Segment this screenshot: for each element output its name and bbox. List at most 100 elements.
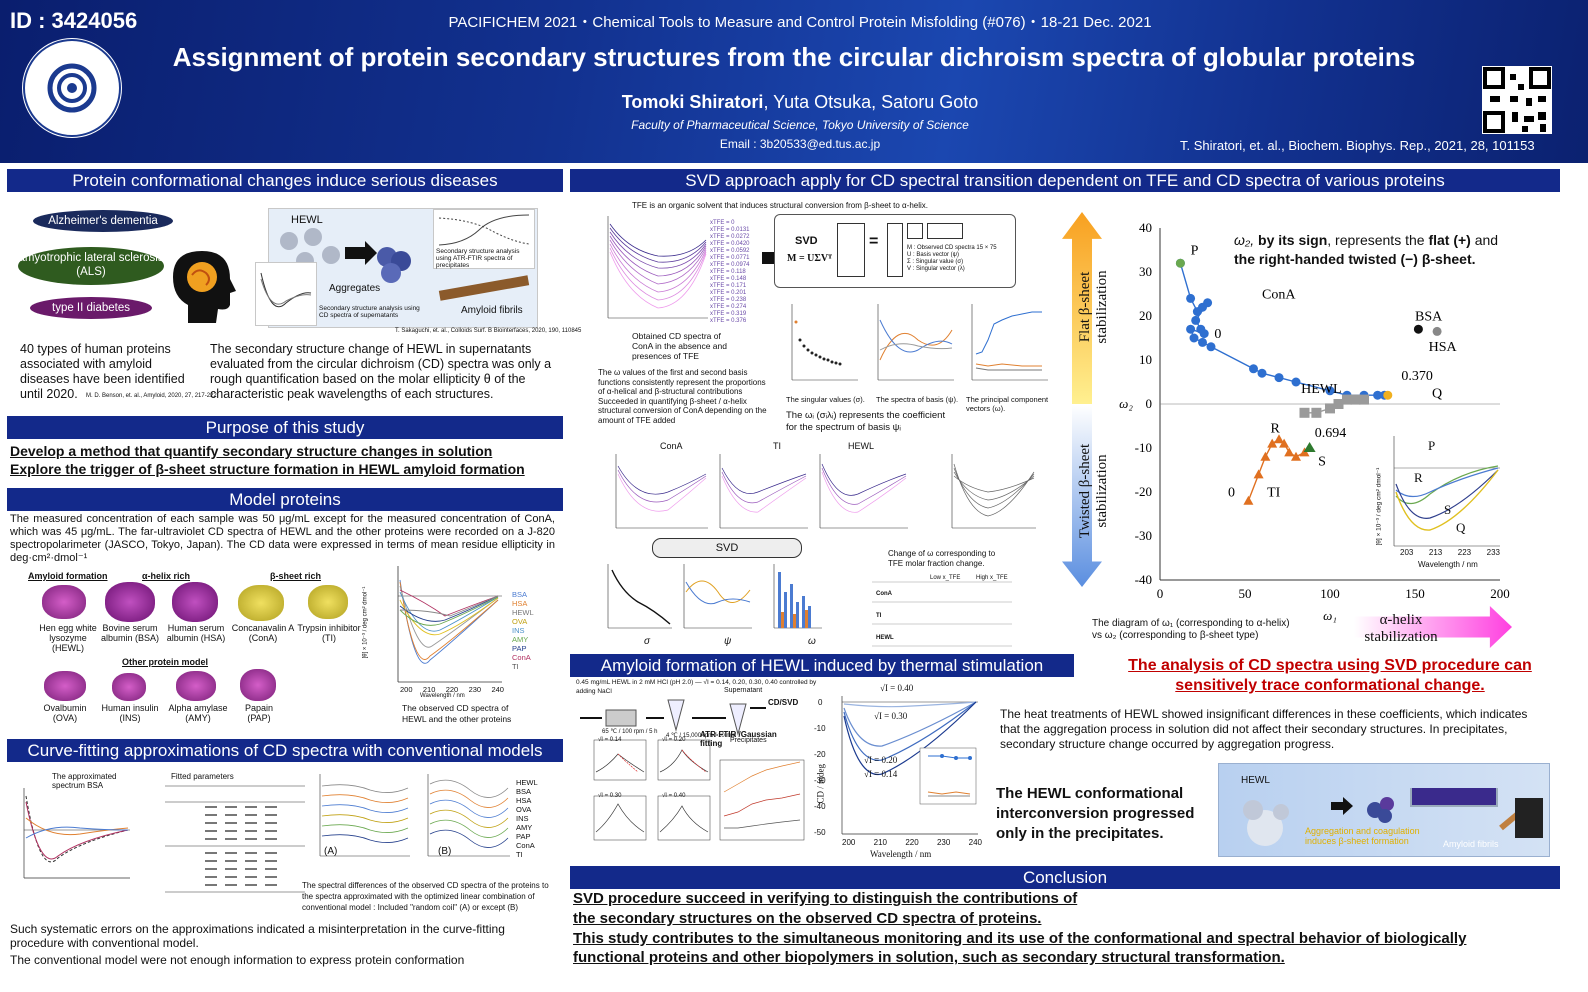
hewl-cd-text: The secondary structure change of HEWL i… [210, 342, 552, 401]
label-0694: 0.694 [1315, 426, 1347, 441]
qr-code[interactable] [1482, 66, 1552, 134]
scatter-caption: The diagram of ω₁ (corresponding to α-he… [1092, 618, 1290, 641]
protein-label-hewl: Hen egg white lysozyme (HEWL) [39, 623, 97, 653]
protein-image-hewl [42, 585, 86, 619]
ftir-inset: Secondary structure analysis using ATR-F… [433, 209, 535, 269]
curvefit-text-2: The conventional model were not enough i… [10, 953, 465, 967]
point-bsa [1413, 324, 1423, 334]
group-beta: β-sheet rich [270, 571, 322, 581]
omega-explanation: The ω values of the first and second bas… [598, 368, 767, 425]
section-title-curvefit: Curve-fitting approximations of CD spect… [7, 739, 563, 762]
label-p: P [1191, 243, 1199, 258]
label-ti: TI [1267, 485, 1281, 500]
protein-image-pap [240, 669, 276, 701]
inset-xlabel: Wavelength / nm [1418, 560, 1478, 569]
point-ti [1284, 447, 1295, 457]
axis-sigma: σ [644, 636, 651, 647]
ftir-label-040: √I = 0.40 [662, 793, 686, 799]
point-cona [1199, 329, 1209, 339]
tfe-note: TFE is an organic solvent that induces s… [632, 201, 929, 210]
inset-xticks: 203 213 223 233 [1400, 548, 1500, 557]
y-tick-label: -30 [1135, 528, 1152, 543]
cd-label-014: √I = 0.14 [864, 769, 898, 779]
fitted-params-label: Fitted parameters [171, 772, 234, 781]
matrix-v [927, 223, 963, 239]
label-r: R [1271, 422, 1281, 437]
legend-pap: PAP [512, 644, 527, 653]
cd-ytick-20: -20 [814, 750, 826, 759]
table-row-hewl: HEWL [876, 635, 894, 641]
benson-ref: M. D. Benson, et. al., Amyloid, 2020, 27… [86, 393, 217, 399]
inset-ylabel: [θ] × 10⁻³ / deg cm² dmol⁻¹ [1375, 467, 1383, 546]
panel-label-hewl: HEWL [848, 441, 875, 451]
point-cona [1249, 364, 1258, 374]
protein-label-hsa: Human serum albumin (HSA) [166, 623, 226, 643]
x-tick-label: 150 [1405, 586, 1425, 601]
cd-ylabel: CD / mdeg [815, 764, 826, 804]
matrix-sigma [907, 223, 923, 239]
omega-change-table: Low x_TFE High x_TFE ConA TI HEWL [872, 572, 1012, 648]
point-hewl [1311, 407, 1322, 418]
model-xlabel: Wavelength / nm [420, 693, 465, 699]
email[interactable]: Email : 3b20533@ed.tus.ac.jp [719, 137, 881, 151]
panel-label-ti: TI [773, 441, 781, 451]
protein-image-ti [308, 585, 348, 619]
amyloid-text: The heat treatments of HEWL showed insig… [1000, 707, 1528, 751]
ftir-label-030: √I = 0.30 [598, 793, 622, 799]
cd-label-020: √I = 0.20 [864, 755, 898, 765]
cd-label-040: √I = 0.40 [880, 683, 914, 693]
protein-image-amy [176, 671, 216, 701]
amyloid-conditions: 0.45 mg/mL HEWL in 2 mM HCl (pH 2.0) ― √… [576, 679, 817, 695]
legend-amy: AMY [512, 635, 529, 644]
protein-label-pap: Papain (PAP) [244, 703, 274, 723]
fig-fibrils-label: Amyloid fibrils [461, 305, 523, 316]
authors: Tomoki Shiratori, Yuta Otsuka, Satoru Go… [621, 92, 979, 112]
head-brain-icon [168, 245, 238, 325]
alpha-helix-label: α-helix stabilization [1364, 612, 1438, 645]
inset-r: R [1414, 470, 1423, 485]
twisted-sheet-label: Twisted β-sheet stabilization [1077, 443, 1110, 539]
point-hewl [1325, 403, 1335, 414]
poster-header: ID : 3424056 PACIFICHEM 2021・Chemical To… [0, 0, 1588, 163]
disease-als: amyotrophic lateral sclerosis (ALS) [18, 247, 164, 285]
legend-bsa: BSA [512, 590, 528, 599]
conv-fibrils-label: Amyloid fibrils [1443, 839, 1499, 849]
flat-sheet-label: Flat β-sheet stabilization [1077, 270, 1110, 344]
curvefit-text-1: Such systematic errors on the approximat… [10, 922, 505, 950]
point-cona [1206, 342, 1216, 352]
point-cona [1373, 390, 1383, 400]
label-bsa: BSA [1415, 309, 1443, 324]
cd-inset [255, 262, 317, 326]
conference-line: PACIFICHEM 2021・Chemical Tools to Measur… [448, 14, 1152, 31]
fig-hewl-label: HEWL [291, 214, 323, 226]
cd-ytick-40: -40 [814, 802, 826, 811]
cd-ytick-30: -30 [814, 776, 826, 785]
table-row-ti: TI [876, 613, 882, 619]
point-s [1303, 442, 1316, 452]
ftir-label-014: √I = 0.14 [598, 737, 622, 743]
label-cona: ConA [1262, 287, 1296, 302]
section-title-models: Model proteins [7, 488, 563, 511]
protein-image-cona [238, 585, 284, 621]
point-cona [1189, 333, 1199, 343]
tfe-protein-panels [608, 452, 948, 536]
step-heat: 65 ℃ / 100 rpm / 5 h [602, 729, 658, 735]
cd-coefficient-inset [919, 747, 977, 805]
y-tick-label: 10 [1139, 352, 1152, 367]
cd-caption: Secondary structure analysis using CD sp… [319, 305, 420, 319]
poster-title: Assignment of protein secondary structur… [172, 42, 1416, 72]
x-tick-label: 0 [1157, 586, 1164, 601]
svd-arrow [762, 252, 774, 264]
singular-values-chart [782, 300, 862, 388]
ftir-caption: Secondary structure analysis using ATR-F… [436, 248, 520, 269]
label-hewl: HEWL [1301, 382, 1341, 397]
point-cona [1186, 324, 1196, 334]
omega-change-title: Change of ω corresponding to TFE molar f… [888, 549, 996, 568]
section-title-purpose: Purpose of this study [7, 416, 563, 439]
fig-aggregates-label: Aggregates [329, 283, 381, 294]
y-axis-label: ω₂ [1119, 396, 1133, 411]
x-tick-label: 50 [1239, 586, 1252, 601]
ftir-label-020: √I = 0.20 [662, 737, 686, 743]
group-other: Other protein model [122, 657, 209, 667]
